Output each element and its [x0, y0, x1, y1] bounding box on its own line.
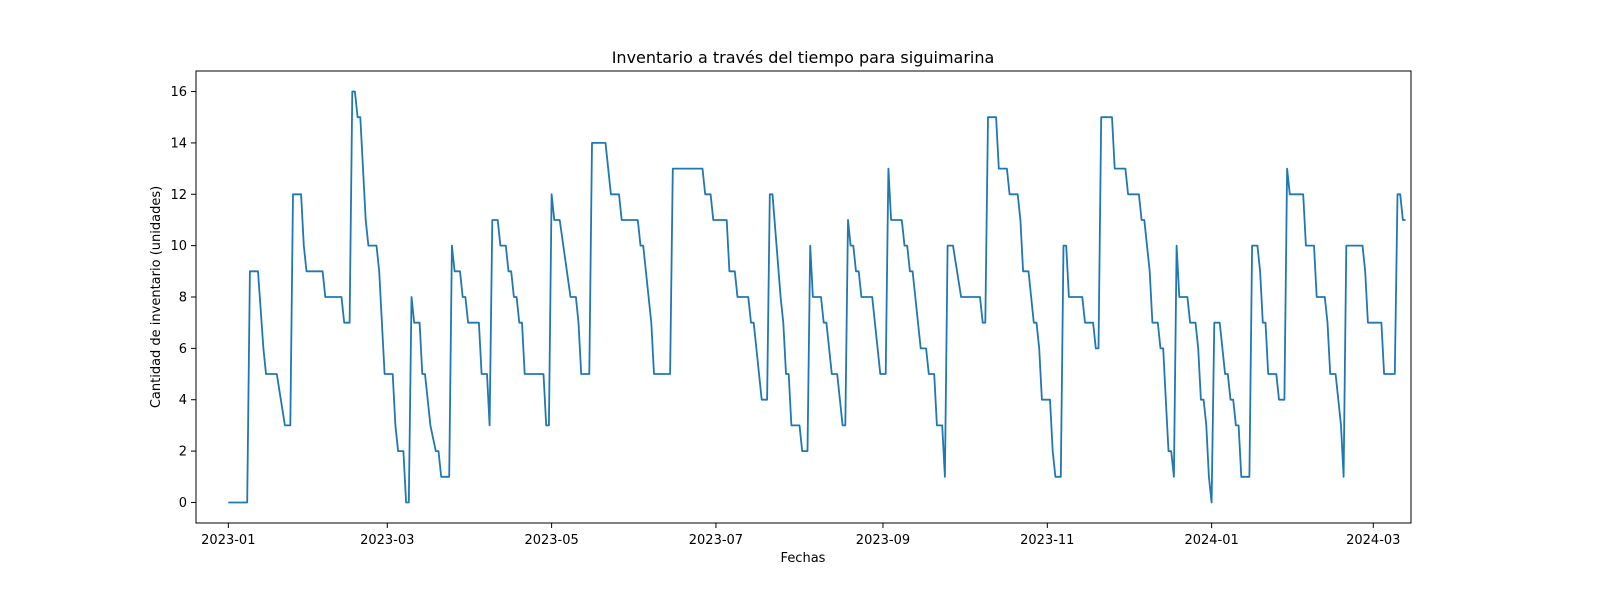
x-axis: 2023-01 2023-03 2023-05 2023-07 2023-09 2023-… [201, 523, 1400, 548]
inventory-series-line [228, 90, 1406, 504]
y-tick-label: 16 [170, 85, 187, 100]
y-tick-label: 12 [170, 188, 187, 203]
y-axis: 0 2 4 6 8 10 12 14 16 [170, 85, 196, 511]
y-tick-label: 0 [179, 496, 187, 511]
x-axis-label: Fechas [781, 551, 826, 566]
x-tick-label: 2024-01 [1184, 533, 1238, 548]
y-tick-label: 2 [179, 445, 187, 460]
plot-area-frame [195, 70, 1412, 524]
y-axis-label: Cantidad de inventario (unidades) [149, 186, 164, 408]
x-tick-label: 2023-05 [524, 533, 578, 548]
y-tick-label: 4 [179, 393, 187, 408]
x-tick-label: 2023-01 [201, 533, 255, 548]
x-tick-label: 2023-07 [689, 533, 743, 548]
x-tick-label: 2023-11 [1020, 533, 1074, 548]
y-tick-label: 6 [179, 342, 187, 357]
y-tick-label: 8 [179, 291, 187, 306]
x-tick-label: 2023-09 [856, 533, 910, 548]
x-tick-label: 2024-03 [1346, 533, 1400, 548]
y-tick-label: 10 [170, 239, 187, 254]
chart-title: Inventario a través del tiempo para sigu… [612, 48, 995, 67]
x-tick-label: 2023-03 [360, 533, 414, 548]
y-tick-label: 14 [170, 136, 187, 151]
